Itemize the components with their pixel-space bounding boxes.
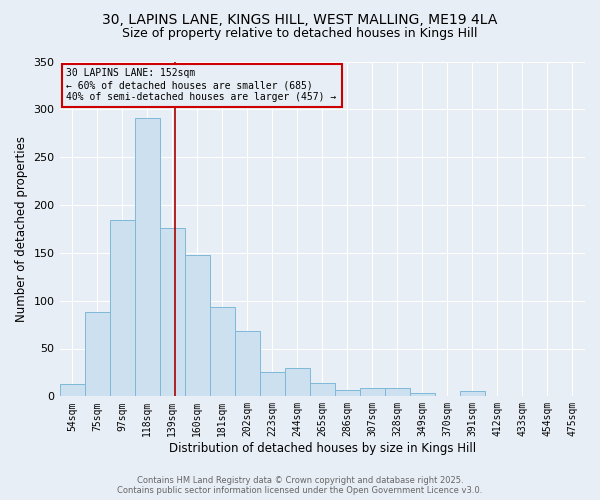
Bar	[110, 220, 134, 396]
Bar	[235, 332, 260, 396]
Bar	[85, 312, 110, 396]
Bar	[160, 228, 185, 396]
Bar	[385, 388, 410, 396]
Text: 30, LAPINS LANE, KINGS HILL, WEST MALLING, ME19 4LA: 30, LAPINS LANE, KINGS HILL, WEST MALLIN…	[103, 12, 497, 26]
Bar	[59, 384, 85, 396]
Bar	[209, 308, 235, 396]
Bar	[360, 388, 385, 396]
Text: 30 LAPINS LANE: 152sqm
← 60% of detached houses are smaller (685)
40% of semi-de: 30 LAPINS LANE: 152sqm ← 60% of detached…	[67, 68, 337, 102]
X-axis label: Distribution of detached houses by size in Kings Hill: Distribution of detached houses by size …	[169, 442, 476, 455]
Bar	[185, 254, 209, 396]
Bar	[134, 118, 160, 396]
Bar	[460, 390, 485, 396]
Bar	[310, 383, 335, 396]
Text: Size of property relative to detached houses in Kings Hill: Size of property relative to detached ho…	[122, 28, 478, 40]
Y-axis label: Number of detached properties: Number of detached properties	[15, 136, 28, 322]
Bar	[335, 390, 360, 396]
Bar	[285, 368, 310, 396]
Text: Contains HM Land Registry data © Crown copyright and database right 2025.
Contai: Contains HM Land Registry data © Crown c…	[118, 476, 482, 495]
Bar	[260, 372, 285, 396]
Bar	[410, 394, 435, 396]
